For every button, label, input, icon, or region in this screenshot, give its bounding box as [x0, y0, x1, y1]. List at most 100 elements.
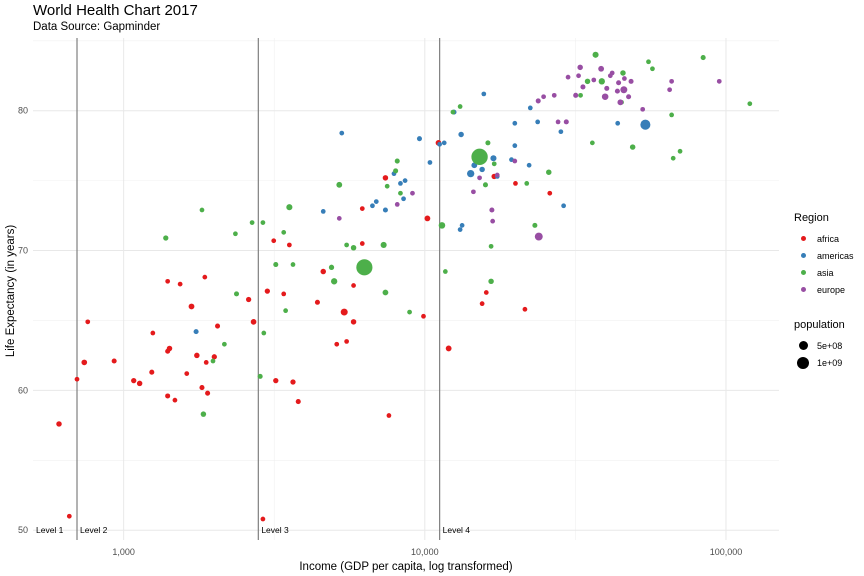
- data-point-africa: [421, 313, 426, 319]
- data-point-europe: [640, 106, 646, 112]
- data-point-asia: [532, 222, 538, 228]
- data-point-africa: [281, 291, 287, 297]
- data-point-europe: [620, 86, 628, 94]
- data-point-americas: [398, 181, 403, 186]
- data-point-asia: [488, 243, 494, 249]
- data-point-asia: [210, 358, 216, 364]
- legend-swatch-americas: [800, 253, 806, 258]
- data-point-africa: [136, 380, 143, 387]
- legend-label: asia: [817, 267, 834, 278]
- data-point-americas: [320, 209, 326, 214]
- data-point-africa: [150, 330, 156, 336]
- data-point-asia: [384, 183, 390, 189]
- data-point-asia: [344, 242, 349, 248]
- data-point-africa: [131, 377, 137, 384]
- data-point-americas: [457, 227, 463, 232]
- data-point-asia: [336, 181, 343, 188]
- data-point-asia: [650, 66, 655, 72]
- data-point-americas: [402, 178, 408, 184]
- legend-item-size-small: 5e+08: [794, 337, 845, 354]
- data-point-asia: [438, 222, 446, 229]
- data-point-europe: [489, 207, 495, 213]
- data-point-europe: [490, 218, 496, 224]
- data-point-asia: [442, 269, 448, 274]
- data-point-asia: [163, 235, 169, 241]
- data-point-asia: [286, 204, 293, 211]
- series-europe: [336, 64, 722, 241]
- data-point-europe: [512, 158, 518, 164]
- data-point-africa: [211, 354, 217, 360]
- data-point-africa: [271, 238, 277, 244]
- data-point-americas: [193, 329, 199, 335]
- data-point-europe: [494, 172, 500, 178]
- data-point-africa: [359, 206, 365, 211]
- data-point-americas: [512, 120, 518, 126]
- data-point-americas: [481, 91, 487, 97]
- legend-size-dot: [797, 356, 809, 369]
- data-point-americas: [479, 166, 485, 173]
- data-point-asia: [471, 148, 488, 166]
- level-label: Level 3: [261, 525, 289, 535]
- data-point-africa: [359, 241, 365, 246]
- data-point-asia: [261, 330, 267, 336]
- data-point-africa: [286, 242, 292, 248]
- data-point-europe: [614, 88, 620, 94]
- y-tick-label: 60: [18, 385, 28, 395]
- data-point-asia: [670, 155, 676, 161]
- data-point-europe: [580, 84, 586, 90]
- legend-item-asia: asia: [794, 264, 854, 281]
- data-point-americas: [558, 129, 564, 135]
- data-point-europe: [628, 78, 634, 84]
- data-point-americas: [459, 223, 465, 228]
- chart-subtitle: Data Source: Gapminder: [33, 21, 161, 33]
- data-point-africa: [344, 339, 349, 344]
- legend-label: africa: [817, 233, 840, 244]
- series-asia: [163, 51, 753, 417]
- data-point-europe: [563, 119, 569, 125]
- data-point-europe: [604, 85, 610, 91]
- data-point-asia: [488, 278, 494, 285]
- data-point-americas: [416, 136, 422, 142]
- data-point-asia: [584, 78, 591, 85]
- data-point-asia: [328, 264, 335, 270]
- data-point-europe: [535, 98, 541, 104]
- data-point-africa: [172, 397, 178, 403]
- x-axis-title: Income (GDP per capita, log transformed): [299, 561, 512, 573]
- level-lines: Level 1 Level 2 Level 3 Level 4: [36, 38, 470, 540]
- data-point-europe: [667, 87, 672, 93]
- data-point-africa: [149, 369, 155, 375]
- data-point-africa: [351, 283, 356, 288]
- data-point-americas: [640, 119, 651, 130]
- data-point-africa: [424, 215, 431, 222]
- data-point-africa: [165, 348, 171, 354]
- data-point-asia: [450, 109, 456, 115]
- data-point-africa: [314, 299, 320, 305]
- data-point-asia: [592, 51, 599, 58]
- data-point-europe: [477, 175, 482, 181]
- data-point-asia: [546, 169, 552, 175]
- data-point-africa: [188, 303, 195, 310]
- data-point-europe: [591, 77, 597, 83]
- data-point-asia: [646, 59, 651, 65]
- data-point-africa: [199, 385, 205, 391]
- data-point-americas: [441, 140, 447, 146]
- legend-swatch-asia: [800, 270, 806, 275]
- data-point-americas: [427, 160, 433, 165]
- data-point-asia: [393, 168, 399, 174]
- legend-swatch-africa: [800, 236, 806, 241]
- region-legend-title: Region: [794, 212, 829, 224]
- data-point-africa: [165, 393, 171, 399]
- level-label: Level 1: [36, 525, 64, 535]
- axes: 1,000 10,000 100,000 50 60 70 80: [18, 106, 742, 557]
- data-point-europe: [609, 70, 615, 76]
- data-point-asia: [482, 182, 488, 188]
- data-point-asia: [222, 341, 227, 347]
- data-point-africa: [350, 319, 357, 325]
- legend-label: 1e+09: [817, 357, 843, 368]
- data-point-africa: [250, 319, 257, 325]
- data-point-asia: [457, 104, 463, 109]
- data-point-europe: [626, 94, 632, 100]
- data-point-africa: [382, 175, 389, 181]
- data-point-africa: [205, 390, 211, 396]
